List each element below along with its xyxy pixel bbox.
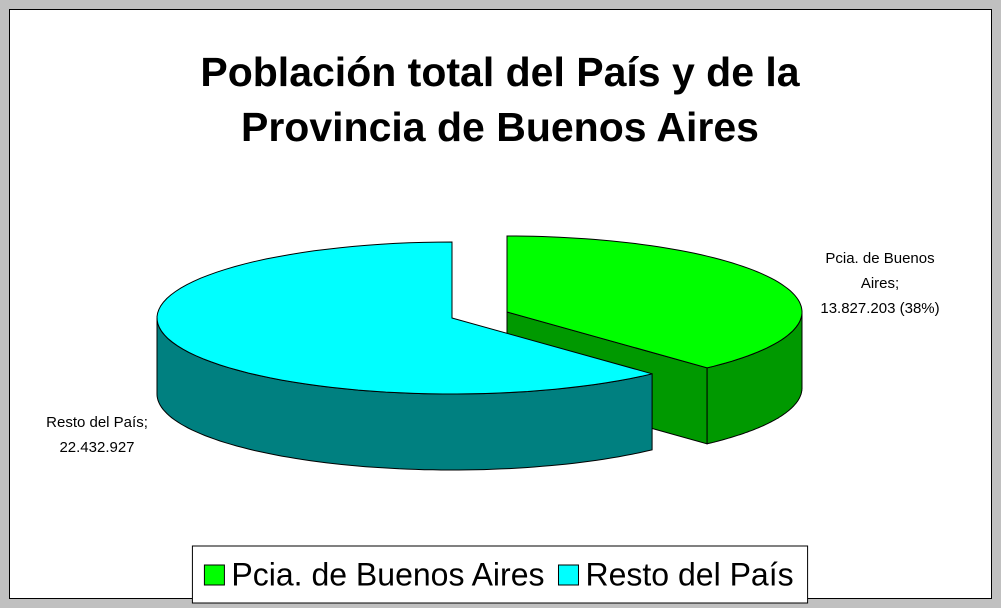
slice xyxy=(506,235,803,369)
legend xyxy=(191,545,809,604)
data-label: Resto del País; 22.432.927 xyxy=(46,414,148,456)
chart-title: Población total del País y de la xyxy=(200,49,800,95)
legend-swatch xyxy=(203,564,225,586)
legend-label: Resto del País xyxy=(585,556,793,592)
data-label: Pcia. de Buenos Aires; 13.827.203 (38%) xyxy=(820,250,940,317)
legend-swatch xyxy=(557,564,579,586)
slice xyxy=(156,241,653,395)
chart-title: Provincia de Buenos Aires xyxy=(241,104,759,150)
legend-label: Pcia. de Buenos Aires xyxy=(231,556,544,592)
